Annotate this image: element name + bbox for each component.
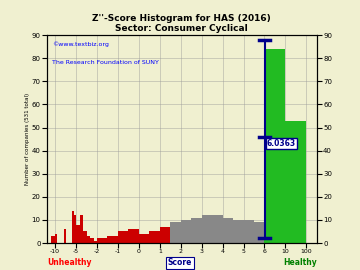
Bar — [275, 222, 278, 243]
Bar — [64, 229, 66, 243]
Bar — [94, 241, 97, 243]
Y-axis label: Number of companies (531 total): Number of companies (531 total) — [25, 93, 30, 185]
Title: Z''-Score Histogram for HAS (2016)
Sector: Consumer Cyclical: Z''-Score Histogram for HAS (2016) Secto… — [93, 14, 271, 33]
Bar — [76, 225, 80, 243]
Bar — [118, 231, 129, 243]
Bar — [97, 238, 108, 243]
Bar — [129, 229, 139, 243]
Bar — [272, 222, 275, 243]
Bar — [90, 238, 94, 243]
Bar — [285, 121, 306, 243]
Bar — [202, 215, 212, 243]
Bar — [244, 220, 254, 243]
Bar — [254, 222, 265, 243]
Bar — [108, 236, 118, 243]
Text: Score: Score — [168, 258, 192, 267]
Bar — [51, 236, 55, 243]
Bar — [74, 215, 76, 243]
Bar — [191, 218, 202, 243]
Text: Unhealthy: Unhealthy — [47, 258, 91, 267]
Bar — [149, 231, 160, 243]
Bar — [72, 211, 74, 243]
Bar — [170, 222, 181, 243]
Bar — [160, 227, 170, 243]
Bar — [265, 236, 267, 243]
Bar — [222, 218, 233, 243]
Bar — [265, 49, 285, 243]
Bar — [278, 225, 280, 243]
Text: Healthy: Healthy — [283, 258, 317, 267]
Bar — [80, 215, 83, 243]
Bar — [283, 227, 285, 243]
Bar — [181, 220, 191, 243]
Bar — [270, 225, 272, 243]
Bar — [55, 234, 57, 243]
Bar — [280, 227, 283, 243]
Text: 6.0363: 6.0363 — [267, 139, 296, 148]
Bar — [83, 231, 86, 243]
Bar — [233, 220, 244, 243]
Bar — [139, 234, 149, 243]
Bar — [212, 215, 222, 243]
Bar — [86, 236, 90, 243]
Text: ©www.textbiz.org: ©www.textbiz.org — [52, 41, 109, 47]
Bar — [267, 225, 270, 243]
Text: The Research Foundation of SUNY: The Research Foundation of SUNY — [52, 60, 159, 65]
